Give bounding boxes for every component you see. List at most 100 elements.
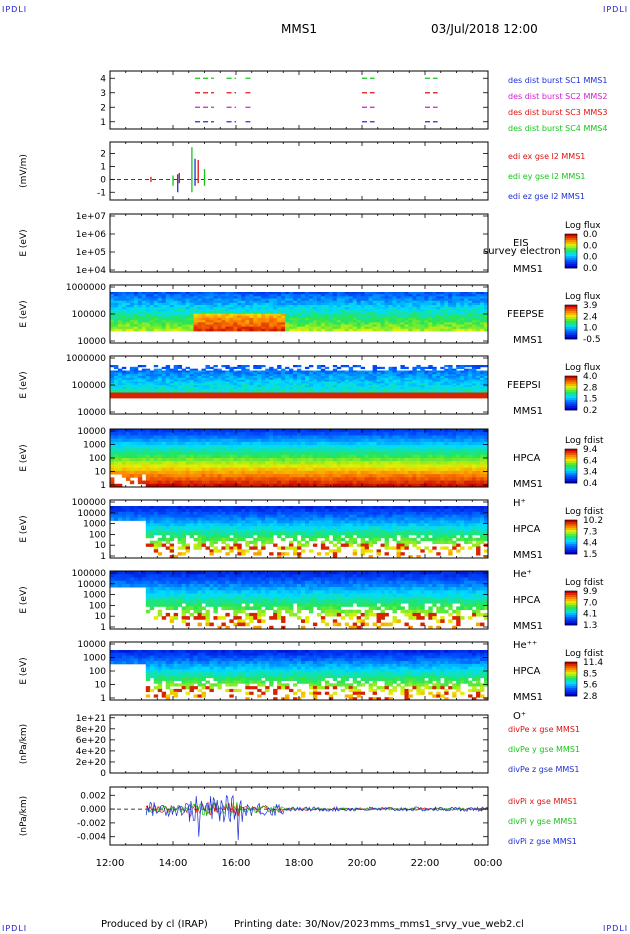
- spectrogram-cell: [249, 385, 254, 388]
- spectrogram-cell: [157, 388, 163, 392]
- spectrogram-cell: [456, 292, 461, 295]
- spectrogram-cell: [169, 307, 175, 310]
- spectrogram-cell: [332, 467, 338, 472]
- spectrogram-cell: [121, 429, 127, 433]
- spectrogram-cell: [269, 296, 274, 299]
- spectrogram-cell: [304, 311, 310, 315]
- spectrogram-cell: [121, 328, 127, 332]
- spectrogram-cell: [217, 368, 222, 371]
- spectrogram-cell: [145, 396, 151, 399]
- spectrogram-cell: [356, 477, 362, 481]
- spectrogram-cell: [456, 383, 461, 386]
- spectrogram-cell: [332, 383, 338, 386]
- spectrogram-cell: [297, 320, 302, 323]
- spectrogram-cell: [233, 470, 238, 475]
- spectrogram-cell: [312, 467, 318, 472]
- spectrogram-cell: [372, 315, 377, 319]
- spectrogram-cell: [225, 383, 230, 386]
- instrument-label: MMS1: [513, 264, 543, 275]
- spectrogram-cell: [316, 474, 322, 478]
- spectrogram-cell: [197, 385, 202, 388]
- spectrogram-cell: [344, 483, 350, 488]
- spectrogram-cell: [149, 454, 155, 459]
- spectrogram-cell: [304, 383, 310, 386]
- spectrogram-cell: [185, 435, 190, 440]
- spectrogram-cell: [125, 307, 131, 310]
- spectrogram-cell: [328, 298, 334, 302]
- spectrogram-cell: [277, 311, 282, 315]
- spectrogram-cell: [189, 451, 194, 456]
- spectrogram-cell: [265, 448, 270, 452]
- spectrogram-cell: [336, 383, 342, 386]
- spectrogram-cell: [412, 392, 417, 395]
- spectrogram-cell: [205, 435, 210, 440]
- spectrogram-cell: [320, 294, 326, 297]
- spectrogram-cell: [149, 305, 155, 308]
- spectrogram-cell: [372, 387, 377, 390]
- spectrogram-cell: [257, 387, 262, 390]
- spectrogram-cell: [476, 396, 481, 399]
- spectrogram-cell: [201, 309, 206, 312]
- spectrogram-cell: [229, 461, 234, 465]
- spectrogram-cell: [348, 470, 354, 475]
- colorbar-tick-label: 0.2: [583, 406, 597, 416]
- spectrogram-cell: [372, 454, 377, 459]
- spectrogram-cell: [261, 302, 266, 306]
- spectrogram-cell: [117, 445, 123, 449]
- spectrogram-cell: [261, 445, 266, 449]
- spectrogram-cell: [448, 296, 453, 299]
- spectrogram-cell: [149, 318, 155, 321]
- spectrogram-cell: [177, 464, 183, 469]
- colorbar-swatch: [565, 266, 577, 269]
- spectrogram-cell: [245, 300, 250, 304]
- spectrogram-cell: [372, 377, 377, 381]
- spectrogram-cell: [177, 374, 183, 377]
- spectrogram-cell: [233, 458, 238, 462]
- spectrogram-cell: [316, 320, 322, 323]
- spectrogram-cell: [392, 313, 397, 317]
- spectrogram-cell: [285, 432, 290, 436]
- spectrogram-cell: [404, 388, 409, 392]
- spectrogram-cell: [257, 445, 262, 449]
- spectrogram-cell: [432, 379, 437, 382]
- spectrogram-cell: [273, 388, 278, 392]
- spectrogram-cell: [312, 320, 318, 323]
- spectrogram-cell: [376, 326, 381, 330]
- spectrogram-cell: [328, 300, 334, 304]
- spectrogram-cell: [149, 432, 155, 436]
- spectrogram-cell: [440, 370, 445, 373]
- spectrogram-cell: [201, 311, 206, 315]
- spectrogram-cell: [277, 366, 282, 370]
- spectrogram-cell: [472, 307, 477, 310]
- spectrogram-cell: [229, 390, 234, 393]
- spectrogram-cell: [165, 298, 171, 302]
- spectrogram-cell: [424, 311, 429, 315]
- spectrogram-cell: [412, 385, 417, 388]
- spectrogram-cell: [412, 377, 417, 381]
- spectrogram-cell: [308, 298, 314, 302]
- spectrogram-cell: [372, 432, 377, 436]
- spectrogram-cell: [253, 480, 258, 485]
- spectrogram-cell: [273, 324, 278, 328]
- spectrogram-cell: [117, 464, 123, 469]
- spectrogram-cell: [472, 365, 477, 368]
- spectrogram-cell: [133, 381, 139, 384]
- spectrogram-cell: [352, 467, 358, 472]
- spectrogram-cell: [213, 477, 218, 481]
- spectrogram-cell: [273, 394, 278, 397]
- spectrogram-cell: [448, 376, 453, 379]
- spectrogram-cell: [384, 377, 389, 381]
- spectrogram-cell: [137, 305, 143, 308]
- spectrogram-cell: [480, 300, 485, 304]
- spectrogram-cell: [416, 388, 421, 392]
- spectrogram-cell: [185, 454, 190, 459]
- spectrogram-cell: [384, 307, 389, 310]
- spectrogram-cell: [133, 474, 139, 478]
- spectrogram-cell: [392, 368, 397, 371]
- spectrogram-cell: [476, 298, 481, 302]
- spectrogram-cell: [113, 385, 119, 388]
- spectrogram-cell: [368, 315, 374, 319]
- spectrogram-cell: [396, 318, 401, 321]
- spectrogram-cell: [173, 379, 179, 382]
- spectrogram-cell: [197, 392, 202, 395]
